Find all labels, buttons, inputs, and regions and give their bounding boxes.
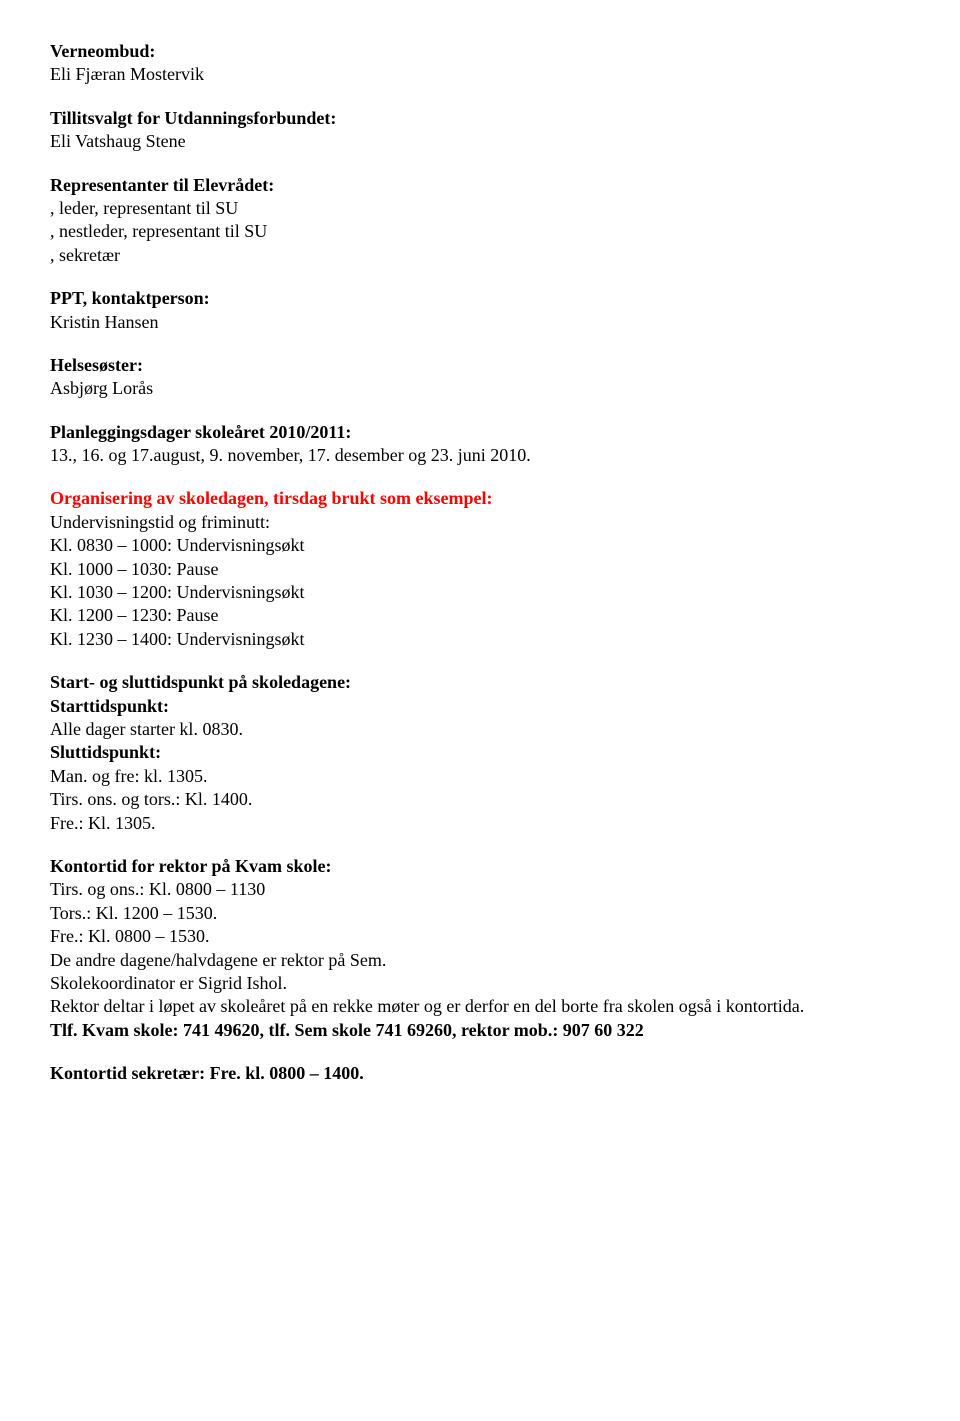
- kontortid-rektor-line6: Rektor deltar i løpet av skoleåret på en…: [50, 995, 910, 1018]
- organisering-line4: Kl. 1030 – 1200: Undervisningsøkt: [50, 581, 910, 604]
- kontortid-rektor-line5: Skolekoordinator er Sigrid Ishol.: [50, 972, 910, 995]
- start-slutt-heading: Start- og sluttidspunkt på skoledagene:: [50, 671, 910, 694]
- verneombud-heading: Verneombud:: [50, 40, 910, 63]
- planlegging-heading: Planleggingsdager skoleåret 2010/2011:: [50, 421, 910, 444]
- ppt-section: PPT, kontaktperson: Kristin Hansen: [50, 287, 910, 334]
- kontortid-rektor-line7: Tlf. Kvam skole: 741 49620, tlf. Sem sko…: [50, 1019, 910, 1042]
- elevradet-section: Representanter til Elevrådet: , leder, r…: [50, 174, 910, 268]
- organisering-line6: Kl. 1230 – 1400: Undervisningsøkt: [50, 628, 910, 651]
- slutt-line3: Fre.: Kl. 1305.: [50, 812, 910, 835]
- elevradet-heading: Representanter til Elevrådet:: [50, 174, 910, 197]
- tillitsvalgt-heading: Tillitsvalgt for Utdanningsforbundet:: [50, 107, 910, 130]
- starttidspunkt-text: Alle dager starter kl. 0830.: [50, 718, 910, 741]
- planlegging-section: Planleggingsdager skoleåret 2010/2011: 1…: [50, 421, 910, 468]
- organisering-section: Organisering av skoledagen, tirsdag bruk…: [50, 487, 910, 651]
- slutt-line2: Tirs. ons. og tors.: Kl. 1400.: [50, 788, 910, 811]
- organisering-line3: Kl. 1000 – 1030: Pause: [50, 558, 910, 581]
- helsesoster-name: Asbjørg Lorås: [50, 377, 910, 400]
- elevradet-line1: , leder, representant til SU: [50, 197, 910, 220]
- organisering-line2: Kl. 0830 – 1000: Undervisningsøkt: [50, 534, 910, 557]
- organisering-line5: Kl. 1200 – 1230: Pause: [50, 604, 910, 627]
- ppt-heading: PPT, kontaktperson:: [50, 287, 910, 310]
- sluttidspunkt-label: Sluttidspunkt:: [50, 741, 910, 764]
- organisering-heading: Organisering av skoledagen, tirsdag bruk…: [50, 487, 910, 510]
- tillitsvalgt-name: Eli Vatshaug Stene: [50, 130, 910, 153]
- elevradet-line2: , nestleder, representant til SU: [50, 220, 910, 243]
- ppt-name: Kristin Hansen: [50, 311, 910, 334]
- kontortid-rektor-line4: De andre dagene/halvdagene er rektor på …: [50, 949, 910, 972]
- slutt-line1: Man. og fre: kl. 1305.: [50, 765, 910, 788]
- planlegging-text: 13., 16. og 17.august, 9. november, 17. …: [50, 444, 910, 467]
- start-slutt-section: Start- og sluttidspunkt på skoledagene: …: [50, 671, 910, 835]
- kontortid-rektor-heading: Kontortid for rektor på Kvam skole:: [50, 855, 910, 878]
- kontortid-sekretaer-section: Kontortid sekretær: Fre. kl. 0800 – 1400…: [50, 1062, 910, 1085]
- starttidspunkt-label: Starttidspunkt:: [50, 695, 910, 718]
- kontortid-rektor-line1: Tirs. og ons.: Kl. 0800 – 1130: [50, 878, 910, 901]
- kontortid-rektor-line2: Tors.: Kl. 1200 – 1530.: [50, 902, 910, 925]
- verneombud-section: Verneombud: Eli Fjæran Mostervik: [50, 40, 910, 87]
- kontortid-sekretaer-heading: Kontortid sekretær: Fre. kl. 0800 – 1400…: [50, 1062, 910, 1085]
- tillitsvalgt-section: Tillitsvalgt for Utdanningsforbundet: El…: [50, 107, 910, 154]
- verneombud-name: Eli Fjæran Mostervik: [50, 63, 910, 86]
- helsesoster-heading: Helsesøster:: [50, 354, 910, 377]
- kontortid-rektor-line3: Fre.: Kl. 0800 – 1530.: [50, 925, 910, 948]
- elevradet-line3: , sekretær: [50, 244, 910, 267]
- kontortid-rektor-section: Kontortid for rektor på Kvam skole: Tirs…: [50, 855, 910, 1042]
- organisering-line1: Undervisningstid og friminutt:: [50, 511, 910, 534]
- helsesoster-section: Helsesøster: Asbjørg Lorås: [50, 354, 910, 401]
